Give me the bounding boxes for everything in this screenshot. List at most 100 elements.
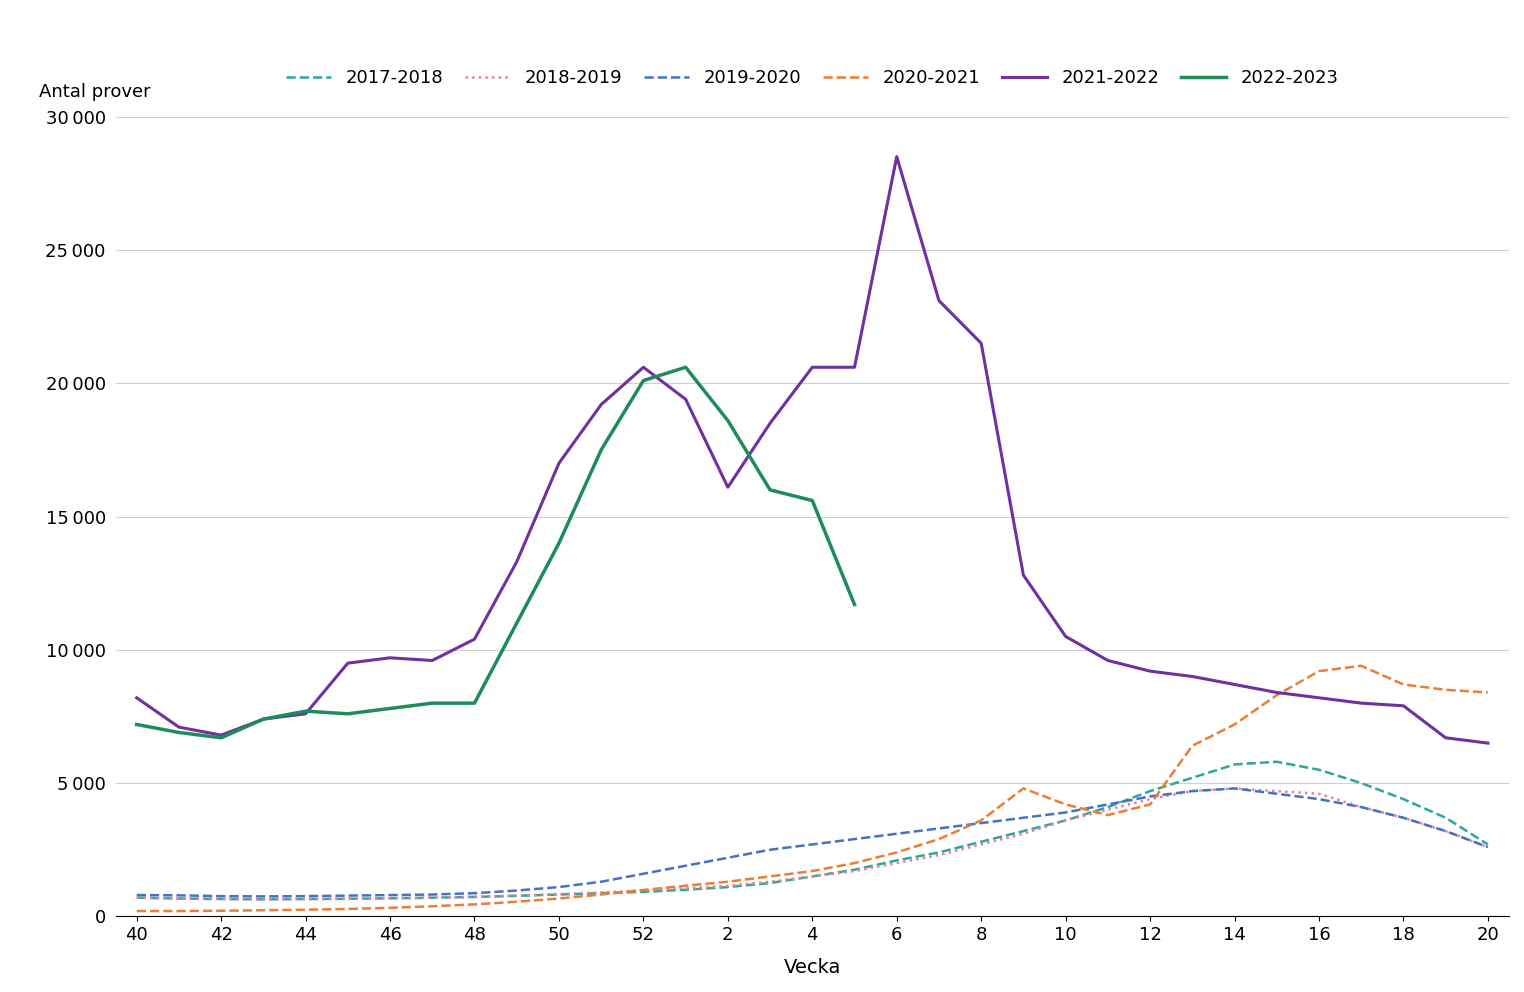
2019-2020 <box>1015 811 1033 823</box>
Line: 2019-2020: 2019-2020 <box>137 789 1487 897</box>
2020-2021 <box>1056 799 1074 810</box>
2021-2022 <box>381 652 399 664</box>
2018-2019 <box>1437 825 1455 837</box>
2019-2020 <box>1309 794 1327 806</box>
2022-2023 <box>803 495 821 507</box>
2020-2021 <box>1394 679 1413 690</box>
2017-2018 <box>550 889 568 901</box>
2018-2019 <box>128 892 146 904</box>
2019-2020 <box>1478 841 1497 853</box>
2021-2022 <box>1478 737 1497 749</box>
2017-2018 <box>1099 802 1117 813</box>
2021-2022 <box>591 399 610 411</box>
2021-2022 <box>887 151 905 163</box>
2018-2019 <box>1268 785 1286 797</box>
2020-2021 <box>591 889 610 901</box>
2017-2018 <box>381 893 399 905</box>
2019-2020 <box>424 889 442 901</box>
2017-2018 <box>507 890 526 902</box>
2017-2018 <box>846 864 864 876</box>
2018-2019 <box>634 885 652 897</box>
2018-2019 <box>465 891 483 903</box>
2019-2020 <box>591 876 610 888</box>
2019-2020 <box>1056 806 1074 818</box>
2018-2019 <box>1099 804 1117 815</box>
2021-2022 <box>846 361 864 373</box>
2019-2020 <box>846 833 864 845</box>
2020-2021 <box>719 876 738 888</box>
2018-2019 <box>846 865 864 877</box>
2019-2020 <box>719 852 738 864</box>
2018-2019 <box>212 893 230 905</box>
2018-2019 <box>930 849 948 861</box>
2018-2019 <box>255 894 273 906</box>
Y-axis label: Antal prover: Antal prover <box>40 82 151 100</box>
2020-2021 <box>887 846 905 858</box>
2017-2018 <box>1056 814 1074 826</box>
2019-2020 <box>465 887 483 899</box>
2020-2021 <box>465 899 483 911</box>
2020-2021 <box>1268 689 1286 701</box>
2019-2020 <box>634 868 652 880</box>
2021-2022 <box>465 633 483 645</box>
2021-2022 <box>424 655 442 667</box>
2020-2021 <box>1225 718 1244 730</box>
2021-2022 <box>550 457 568 469</box>
2022-2023 <box>465 697 483 709</box>
2020-2021 <box>255 905 273 917</box>
2021-2022 <box>1225 679 1244 690</box>
2021-2022 <box>760 418 779 430</box>
Line: 2021-2022: 2021-2022 <box>137 157 1487 743</box>
2021-2022 <box>803 361 821 373</box>
2019-2020 <box>972 817 991 829</box>
2019-2020 <box>1183 785 1201 797</box>
2018-2019 <box>1056 814 1074 826</box>
2022-2023 <box>760 484 779 496</box>
2019-2020 <box>1394 811 1413 823</box>
2020-2021 <box>1099 809 1117 821</box>
2021-2022 <box>1099 655 1117 667</box>
2022-2023 <box>212 732 230 744</box>
Line: 2018-2019: 2018-2019 <box>137 789 1487 900</box>
2022-2023 <box>255 713 273 725</box>
2020-2021 <box>128 905 146 917</box>
2021-2022 <box>212 729 230 741</box>
2021-2022 <box>1015 569 1033 581</box>
2018-2019 <box>1352 802 1370 813</box>
2019-2020 <box>381 889 399 901</box>
2020-2021 <box>212 905 230 917</box>
2018-2019 <box>424 892 442 904</box>
2017-2018 <box>212 893 230 905</box>
2018-2019 <box>803 870 821 882</box>
2021-2022 <box>297 708 315 720</box>
X-axis label: Vecka: Vecka <box>783 958 841 977</box>
2017-2018 <box>930 846 948 858</box>
2020-2021 <box>972 814 991 826</box>
2019-2020 <box>255 891 273 903</box>
2021-2022 <box>1309 691 1327 703</box>
2017-2018 <box>1437 811 1455 823</box>
2020-2021 <box>634 884 652 896</box>
2017-2018 <box>1225 759 1244 771</box>
2020-2021 <box>930 833 948 845</box>
2020-2021 <box>1141 799 1160 810</box>
Legend: 2017-2018, 2018-2019, 2019-2020, 2020-2021, 2021-2022, 2022-2023: 2017-2018, 2018-2019, 2019-2020, 2020-20… <box>279 62 1346 94</box>
2019-2020 <box>1352 802 1370 813</box>
2018-2019 <box>972 838 991 850</box>
2021-2022 <box>1141 666 1160 678</box>
2017-2018 <box>887 854 905 866</box>
2022-2023 <box>169 726 187 738</box>
2017-2018 <box>803 870 821 882</box>
2018-2019 <box>887 857 905 869</box>
2017-2018 <box>719 881 738 893</box>
2020-2021 <box>677 880 695 892</box>
2019-2020 <box>1099 799 1117 810</box>
2020-2021 <box>381 902 399 914</box>
2022-2023 <box>297 705 315 717</box>
2017-2018 <box>1141 785 1160 797</box>
2019-2020 <box>212 890 230 902</box>
2020-2021 <box>1352 660 1370 672</box>
2020-2021 <box>338 903 357 915</box>
2021-2022 <box>930 295 948 307</box>
2019-2020 <box>1225 783 1244 795</box>
